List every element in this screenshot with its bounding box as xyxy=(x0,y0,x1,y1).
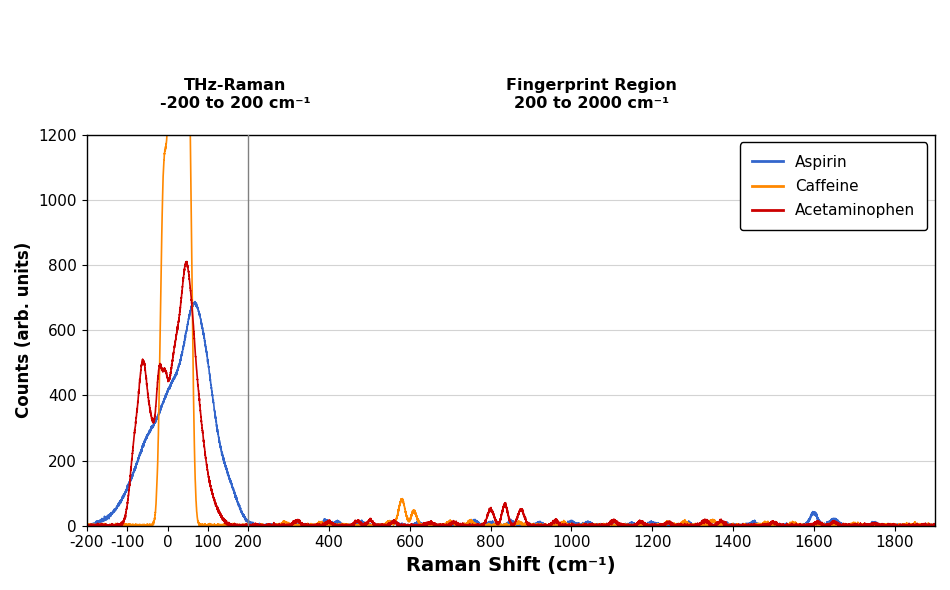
Caffeine xyxy=(81,522,92,529)
Acetaminophen xyxy=(132,402,143,409)
Aspirin xyxy=(85,522,96,529)
Acetaminophen xyxy=(116,522,127,529)
Caffeine xyxy=(116,522,127,529)
Acetaminophen xyxy=(496,512,507,519)
Aspirin xyxy=(884,521,896,528)
Acetaminophen xyxy=(181,258,193,265)
Acetaminophen xyxy=(85,522,96,529)
Acetaminophen xyxy=(929,522,940,529)
Aspirin xyxy=(929,522,940,529)
Y-axis label: Counts (arb. units): Counts (arb. units) xyxy=(15,242,33,418)
Aspirin xyxy=(248,521,259,528)
Legend: Aspirin, Caffeine, Acetaminophen: Aspirin, Caffeine, Acetaminophen xyxy=(740,143,927,230)
Line: Caffeine: Caffeine xyxy=(86,0,935,526)
Acetaminophen xyxy=(247,522,258,529)
Caffeine xyxy=(929,522,940,529)
Aspirin xyxy=(116,496,127,503)
Line: Acetaminophen: Acetaminophen xyxy=(86,261,935,526)
Caffeine xyxy=(132,522,143,529)
Aspirin xyxy=(81,522,92,529)
Text: Fingerprint Region
200 to 2000 cm⁻¹: Fingerprint Region 200 to 2000 cm⁻¹ xyxy=(506,78,677,112)
Aspirin xyxy=(81,522,92,529)
Aspirin xyxy=(496,522,507,529)
Text: THz-Raman
-200 to 200 cm⁻¹: THz-Raman -200 to 200 cm⁻¹ xyxy=(160,78,311,112)
Aspirin xyxy=(189,298,200,305)
Caffeine xyxy=(81,522,92,529)
Caffeine xyxy=(248,522,259,529)
Caffeine xyxy=(85,522,96,529)
Caffeine xyxy=(496,522,507,529)
Line: Aspirin: Aspirin xyxy=(86,301,935,526)
Acetaminophen xyxy=(884,522,896,529)
X-axis label: Raman Shift (cm⁻¹): Raman Shift (cm⁻¹) xyxy=(406,556,616,575)
Aspirin xyxy=(132,457,143,464)
Caffeine xyxy=(884,522,896,529)
Acetaminophen xyxy=(81,522,92,529)
